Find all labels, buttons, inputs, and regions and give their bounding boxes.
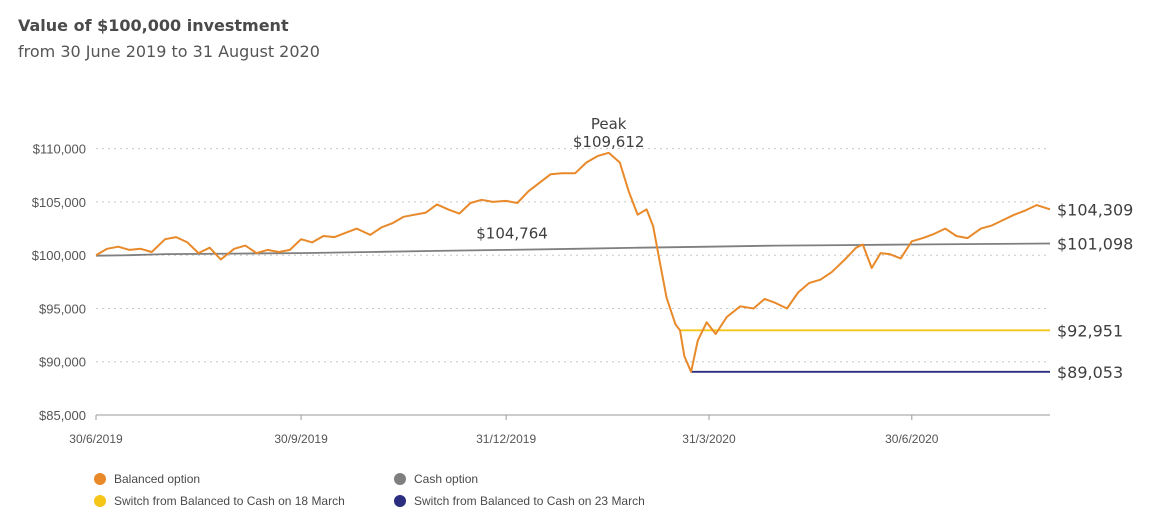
series-line-cash-option [95, 242, 1051, 257]
legend-item: Balanced option [94, 472, 200, 486]
legend-label: Balanced option [114, 472, 201, 486]
legend-swatch [394, 473, 406, 485]
y-tick-label: $90,000 [39, 355, 86, 370]
x-tick-label: 31/3/2020 [682, 432, 736, 446]
y-tick-label: $105,000 [32, 195, 86, 210]
peak-value-label: $109,612 [573, 133, 645, 151]
line-chart: $85,000 $90,000 $95,000 $100,000 $105,000 $11… [32, 115, 1134, 446]
y-tick-label: $95,000 [39, 301, 86, 316]
legend-item: Switch from Balanced to Cash on 23 March [394, 494, 645, 508]
legend-label: Cash option [414, 472, 479, 486]
legend-label: Switch from Balanced to Cash on 18 March [114, 494, 345, 508]
x-tick-label: 30/6/2020 [885, 432, 939, 446]
legend-swatch [94, 495, 106, 507]
end-label-balanced-option: $104,309 [1057, 200, 1133, 219]
y-tick-label: $110,000 [33, 142, 86, 157]
end-label-switch-from-balanced-to-cash-on-18-march: $92,951 [1057, 321, 1123, 340]
end-label-cash-option: $101,098 [1057, 234, 1133, 253]
peak-label: Peak [591, 115, 627, 133]
chart-subtitle: from 30 June 2019 to 31 August 2020 [18, 42, 320, 61]
legend-item: Cash option [394, 472, 478, 486]
x-tick-label: 31/12/2019 [476, 432, 536, 446]
end-label-switch-from-balanced-to-cash-on-23-march: $89,053 [1057, 363, 1123, 382]
series-line-balanced-option [95, 151, 1051, 373]
chart-legend: Balanced option Cash option Switch from Ba… [94, 472, 714, 520]
mid-value-label: $104,764 [476, 224, 548, 242]
y-tick-label: $100,000 [32, 248, 86, 263]
legend-swatch [394, 495, 406, 507]
y-tick-label: $85,000 [39, 408, 86, 423]
legend-label: Switch from Balanced to Cash on 23 March [414, 494, 645, 508]
x-tick-label: 30/9/2019 [274, 432, 328, 446]
chart-title: Value of $100,000 investment [18, 16, 289, 35]
x-tick-label: 30/6/2019 [69, 432, 123, 446]
legend-item: Switch from Balanced to Cash on 18 March [94, 494, 345, 508]
legend-swatch [94, 473, 106, 485]
